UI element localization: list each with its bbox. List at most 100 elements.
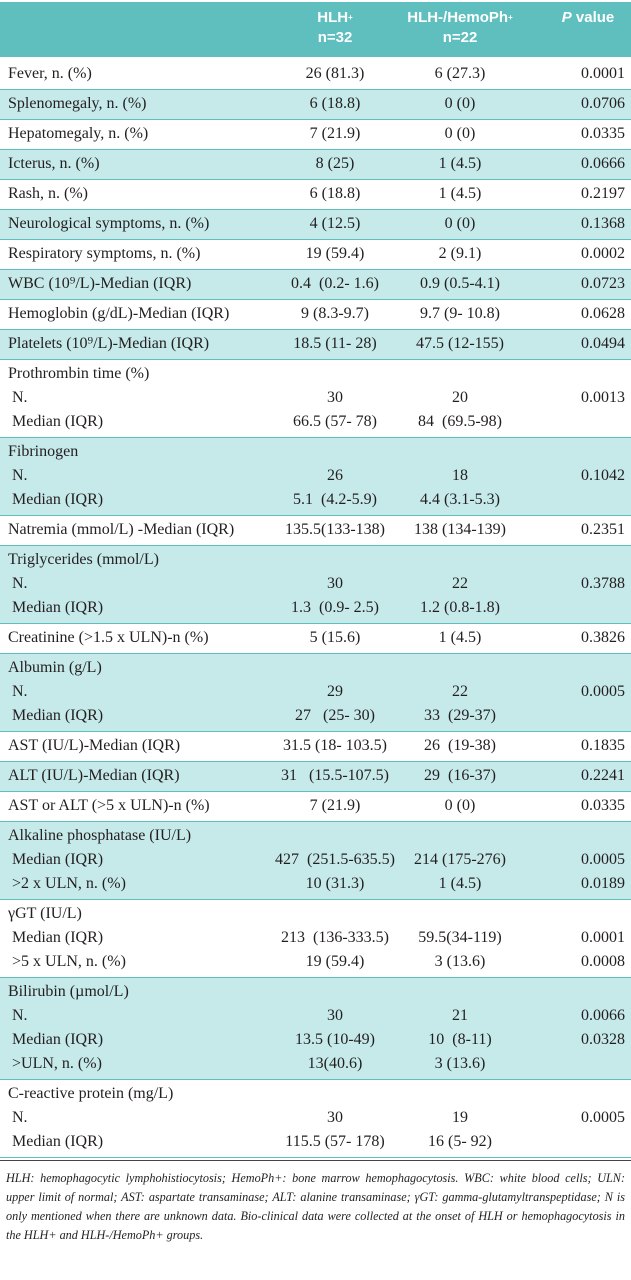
table-row-group: Hepatomegaly, n. (%) 7 (21.9) 0 (0) 0.0335 bbox=[0, 120, 631, 150]
cell-hlh: 1.3 (0.9- 2.5) bbox=[291, 599, 379, 616]
cell-hemoph: 19 bbox=[452, 1109, 468, 1126]
cell-pvalue: 0.0001 bbox=[581, 929, 625, 946]
cell-hlh: 8 (25) bbox=[315, 155, 355, 172]
table-row: Splenomegaly, n. (%) 6 (18.8) 0 (0) 0.0706 bbox=[0, 92, 631, 116]
cell-hemoph: 9.7 (9- 10.8) bbox=[420, 305, 500, 322]
table-row-group: AST (IU/L)-Median (IQR) 31.5 (18- 103.5) 2… bbox=[0, 732, 631, 762]
row-label: Respiratory symptoms, n. (%) bbox=[8, 245, 201, 262]
table-row: >5 x ULN, n. (%) 19 (59.4) 3 (13.6) 0.0008 bbox=[0, 950, 631, 974]
table-row-group: Neurological symptoms, n. (%) 4 (12.5) 0 (… bbox=[0, 210, 631, 240]
cell-pvalue: 0.0008 bbox=[581, 953, 625, 970]
table-row: Fever, n. (%) 26 (81.3) 6 (27.3) 0.0001 bbox=[0, 62, 631, 86]
cell-hemoph: 21 bbox=[452, 1007, 468, 1024]
cell-hemoph: 22 bbox=[452, 683, 468, 700]
table-row-group: ALT (IU/L)-Median (IQR) 31 (15.5-107.5) 29… bbox=[0, 762, 631, 792]
cell-hemoph: 2 (9.1) bbox=[438, 245, 482, 262]
cell-hlh: 26 (81.3) bbox=[305, 65, 365, 82]
cell-hlh: 27 (25- 30) bbox=[295, 707, 375, 724]
table-row-group: Respiratory symptoms, n. (%) 19 (59.4) 2 (… bbox=[0, 240, 631, 270]
row-label: Alkaline phosphatase (IU/L) bbox=[8, 827, 192, 844]
cell-hlh: 7 (21.9) bbox=[309, 797, 361, 814]
table-row-group: C-reactive protein (mg/L) N. 30 19 0.0005 Med… bbox=[0, 1080, 631, 1158]
table-row-group: Creatinine (>1.5 x ULN)-n (%) 5 (15.6) 1 (… bbox=[0, 624, 631, 654]
cell-hemoph: 0 (0) bbox=[444, 95, 476, 112]
table-row: Median (IQR) 13.5 (10-49) 10 (8-11) 0.0328 bbox=[0, 1028, 631, 1052]
cell-hlh: 427 (251.5-635.5) bbox=[275, 851, 395, 868]
cell-pvalue: 0.0628 bbox=[581, 305, 625, 322]
table-row-group: Natremia (mmol/L) -Median (IQR) 135.5(133… bbox=[0, 516, 631, 546]
table-row: AST (IU/L)-Median (IQR) 31.5 (18- 103.5) 2… bbox=[0, 734, 631, 758]
table-row: Hemoglobin (g/dL)-Median (IQR) 9 (8.3-9.7… bbox=[0, 302, 631, 326]
row-label: AST or ALT (>5 x ULN)-n (%) bbox=[8, 797, 210, 814]
row-label: Splenomegaly, n. (%) bbox=[8, 95, 147, 112]
cell-pvalue: 0.2241 bbox=[581, 767, 625, 784]
table-footnote: HLH: hemophagocytic lymphohistiocytosis;… bbox=[6, 1171, 625, 1242]
cell-hemoph: 47.5 (12-155) bbox=[416, 335, 504, 352]
cell-hlh: 66.5 (57- 78) bbox=[293, 413, 377, 430]
table-row: N. 30 19 0.0005 bbox=[0, 1106, 631, 1130]
table-row-group: Rash, n. (%) 6 (18.8) 1 (4.5) 0.2197 bbox=[0, 180, 631, 210]
table-row: C-reactive protein (mg/L) bbox=[0, 1082, 631, 1106]
cell-pvalue: 0.2197 bbox=[581, 185, 625, 202]
cell-hemoph: 20 bbox=[452, 389, 468, 406]
cell-hlh: 213 (136-333.5) bbox=[281, 929, 389, 946]
cell-hlh: 115.5 (57- 178) bbox=[285, 1133, 385, 1150]
table-row: N. 26 18 0.1042 bbox=[0, 464, 631, 488]
table-row: >ULN, n. (%) 13(40.6) 3 (13.6) bbox=[0, 1052, 631, 1076]
table-row: Fibrinogen bbox=[0, 440, 631, 464]
cell-pvalue: 0.0666 bbox=[581, 155, 625, 172]
cell-hlh: 7 (21.9) bbox=[309, 125, 361, 142]
table-row: Bilirubin (µmol/L) bbox=[0, 980, 631, 1004]
table-row: γGT (IU/L) bbox=[0, 902, 631, 926]
table-row: N. 30 20 0.0013 bbox=[0, 386, 631, 410]
row-label: Bilirubin (µmol/L) bbox=[8, 983, 129, 1000]
cell-hlh: 26 bbox=[327, 467, 343, 484]
row-label: Median (IQR) bbox=[12, 929, 104, 946]
table-row: Respiratory symptoms, n. (%) 19 (59.4) 2 (… bbox=[0, 242, 631, 266]
cell-hlh: 31 (15.5-107.5) bbox=[281, 767, 389, 784]
col-title: HLH-/HemoPh bbox=[407, 9, 509, 26]
row-label: Median (IQR) bbox=[12, 491, 104, 508]
table-row: >2 x ULN, n. (%) 10 (31.3) 1 (4.5) 0.0189 bbox=[0, 872, 631, 896]
table-row-group: Splenomegaly, n. (%) 6 (18.8) 0 (0) 0.0706 bbox=[0, 90, 631, 120]
row-label: >5 x ULN, n. (%) bbox=[12, 953, 126, 970]
table-row: Rash, n. (%) 6 (18.8) 1 (4.5) 0.2197 bbox=[0, 182, 631, 206]
row-label: ALT (IU/L)-Median (IQR) bbox=[8, 767, 180, 784]
cell-hemoph: 18 bbox=[452, 467, 468, 484]
cell-hlh: 0.4 (0.2- 1.6) bbox=[291, 275, 379, 292]
cell-pvalue: 0.0706 bbox=[581, 95, 625, 112]
cell-hemoph: 214 (175-276) bbox=[414, 851, 506, 868]
table-row: Triglycerides (mmol/L) bbox=[0, 548, 631, 572]
table-row: Hepatomegaly, n. (%) 7 (21.9) 0 (0) 0.0335 bbox=[0, 122, 631, 146]
cell-hlh: 5 (15.6) bbox=[309, 629, 361, 646]
col-title: value bbox=[571, 9, 615, 26]
table-row: Prothrombin time (%) bbox=[0, 362, 631, 386]
table-bottom-rule bbox=[0, 1160, 631, 1161]
cell-hemoph: 1 (4.5) bbox=[438, 185, 482, 202]
cell-pvalue: 0.0066 bbox=[581, 1007, 625, 1024]
table-row: N. 29 22 0.0005 bbox=[0, 680, 631, 704]
cell-hlh: 30 bbox=[327, 1007, 343, 1024]
cell-pvalue: 0.0001 bbox=[581, 65, 625, 82]
cell-hemoph: 1.2 (0.8-1.8) bbox=[420, 599, 500, 616]
cell-hlh: 30 bbox=[327, 389, 343, 406]
cell-pvalue: 0.1835 bbox=[581, 737, 625, 754]
cell-hlh: 6 (18.8) bbox=[309, 185, 361, 202]
cell-pvalue: 0.1368 bbox=[581, 215, 625, 232]
table-row: Median (IQR) 27 (25- 30) 33 (29-37) bbox=[0, 704, 631, 728]
cell-hemoph: 59.5(34-119) bbox=[418, 929, 502, 946]
table-row: Median (IQR) 1.3 (0.9- 2.5) 1.2 (0.8-1.8) bbox=[0, 596, 631, 620]
cell-hemoph: 138 (134-139) bbox=[414, 521, 506, 538]
row-label: Fever, n. (%) bbox=[8, 65, 92, 82]
table-header: HLH+ n=32 HLH-/HemoPh+ n=22 P value bbox=[0, 2, 631, 57]
cell-hemoph: 1 (4.5) bbox=[438, 629, 482, 646]
row-label: Prothrombin time (%) bbox=[8, 365, 150, 382]
cell-hemoph: 22 bbox=[452, 575, 468, 592]
cell-hemoph: 3 (13.6) bbox=[434, 1055, 486, 1072]
table-row: AST or ALT (>5 x ULN)-n (%) 7 (21.9) 0 (0)… bbox=[0, 794, 631, 818]
table-row-group: Alkaline phosphatase (IU/L) Median (IQR) 4… bbox=[0, 822, 631, 900]
row-label: >ULN, n. (%) bbox=[12, 1055, 102, 1072]
row-label: C-reactive protein (mg/L) bbox=[8, 1085, 174, 1102]
cell-hlh: 9 (8.3-9.7) bbox=[301, 305, 369, 322]
row-label: AST (IU/L)-Median (IQR) bbox=[8, 737, 181, 754]
